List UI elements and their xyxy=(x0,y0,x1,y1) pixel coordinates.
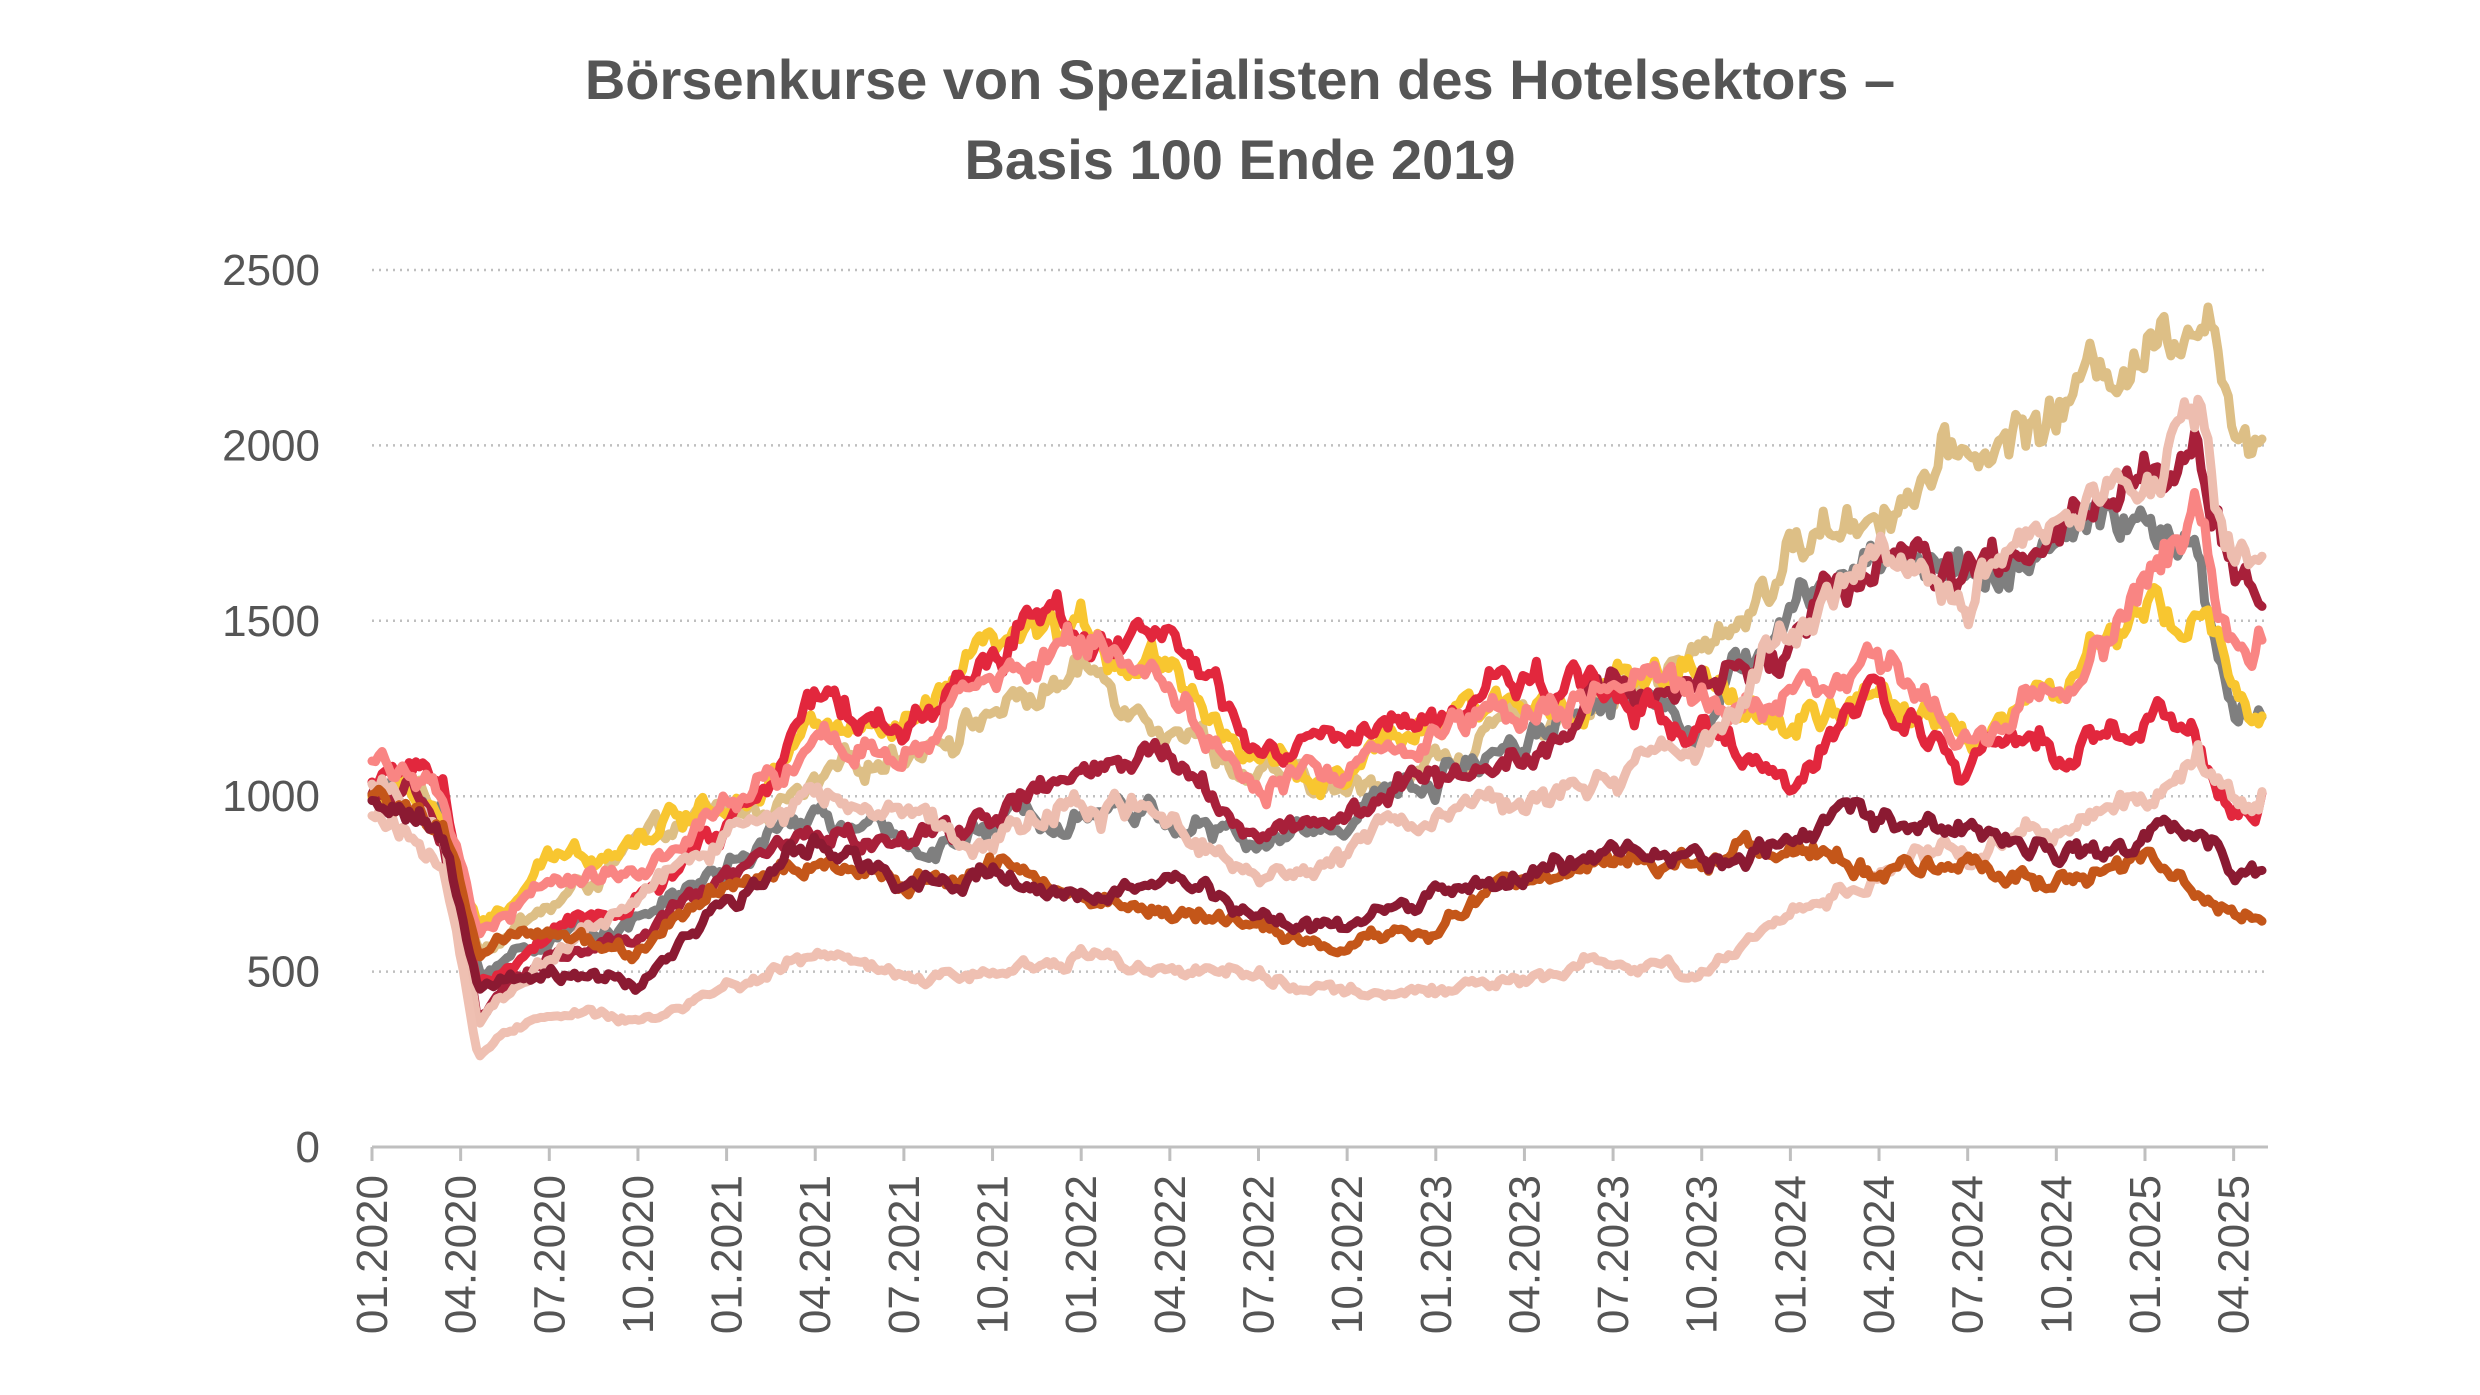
chart-title-line-2: Basis 100 Ende 2019 xyxy=(964,128,1516,191)
grid-lines xyxy=(372,268,2268,973)
x-tick-label: 04.2021 xyxy=(791,1175,840,1334)
x-tick-label: 10.2021 xyxy=(969,1175,1018,1334)
y-tick-label: 1500 xyxy=(222,597,320,646)
x-tick-label: 01.2025 xyxy=(2121,1175,2170,1334)
y-tick-label: 0 xyxy=(296,1123,320,1172)
x-tick-label: 04.2023 xyxy=(1500,1175,1549,1334)
chart-title: Börsenkurse von Spezialisten des Hotelse… xyxy=(0,40,2480,200)
x-tick-label: 01.2020 xyxy=(348,1175,397,1334)
chart-title-line-1: Börsenkurse von Spezialisten des Hotelse… xyxy=(584,48,1896,111)
x-tick-label: 01.2023 xyxy=(1412,1175,1461,1334)
x-tick-label: 04.2024 xyxy=(1855,1175,1904,1334)
series-line xyxy=(367,784,2267,965)
x-tick-label: 04.2022 xyxy=(1146,1175,1195,1334)
x-tick-label: 10.2024 xyxy=(2032,1175,2081,1334)
x-tick-label: 01.2022 xyxy=(1057,1175,1106,1334)
y-axis: 0 500 1000 1500 2000 2500 xyxy=(222,246,320,1172)
y-tick-label: 2500 xyxy=(222,246,320,295)
x-tick-label: 10.2023 xyxy=(1678,1175,1727,1334)
x-tick-label: 01.2021 xyxy=(703,1175,752,1334)
series-line xyxy=(367,427,2267,1025)
x-tick-label: 07.2022 xyxy=(1234,1175,1283,1334)
x-tick-label: 07.2023 xyxy=(1589,1175,1638,1334)
x-tick-label: 07.2021 xyxy=(880,1175,929,1334)
x-tick-label: 07.2020 xyxy=(525,1175,574,1334)
series-line xyxy=(367,488,2267,939)
series-line xyxy=(367,740,2267,1061)
x-tick-label: 01.2024 xyxy=(1766,1175,1815,1334)
x-tick-label: 10.2020 xyxy=(614,1175,663,1334)
x-tick-label: 04.2025 xyxy=(2210,1175,2259,1334)
series-lines xyxy=(367,302,2267,1061)
series-line xyxy=(367,796,2267,995)
x-axis: 01.2020 04.2020 07.2020 10.2020 01.2021 04.20… xyxy=(348,1145,2268,1334)
y-tick-label: 500 xyxy=(247,948,320,997)
series-line xyxy=(367,394,2267,1028)
x-tick-label: 07.2024 xyxy=(1944,1175,1993,1334)
y-tick-label: 1000 xyxy=(222,772,320,821)
y-tick-label: 2000 xyxy=(222,421,320,470)
x-tick-label: 10.2022 xyxy=(1323,1175,1372,1334)
x-tick-label: 04.2020 xyxy=(437,1175,486,1334)
